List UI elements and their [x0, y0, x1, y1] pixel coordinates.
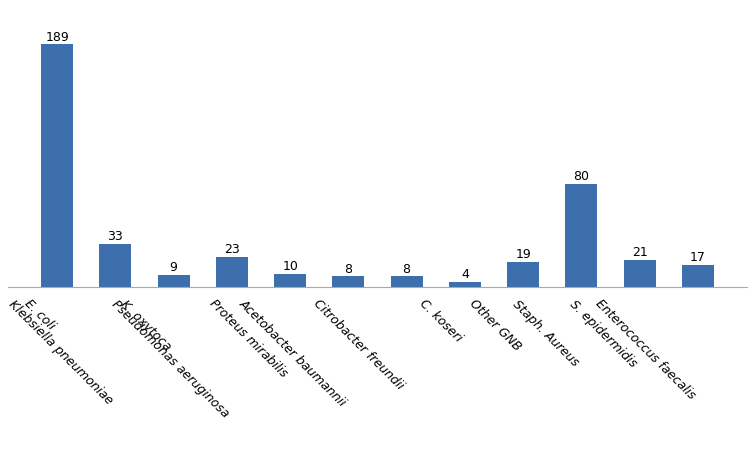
Bar: [216, 257, 248, 287]
Text: 80: 80: [573, 170, 590, 183]
Text: 19: 19: [515, 248, 531, 261]
Bar: [390, 277, 423, 287]
Text: 9: 9: [170, 261, 177, 274]
Text: 8: 8: [402, 262, 411, 275]
Bar: [274, 274, 307, 287]
Text: 10: 10: [282, 259, 298, 272]
Text: 8: 8: [344, 262, 353, 275]
Bar: [158, 275, 190, 287]
Bar: [507, 263, 539, 287]
Bar: [624, 260, 655, 287]
Bar: [448, 282, 481, 287]
Text: 33: 33: [107, 230, 123, 243]
Text: 4: 4: [461, 267, 469, 280]
Bar: [42, 45, 73, 287]
Text: 189: 189: [45, 31, 69, 44]
Text: 17: 17: [690, 250, 706, 263]
Bar: [565, 185, 597, 287]
Text: 23: 23: [224, 243, 240, 256]
Text: 21: 21: [632, 245, 648, 258]
Bar: [682, 265, 713, 287]
Bar: [100, 245, 131, 287]
Bar: [332, 277, 365, 287]
